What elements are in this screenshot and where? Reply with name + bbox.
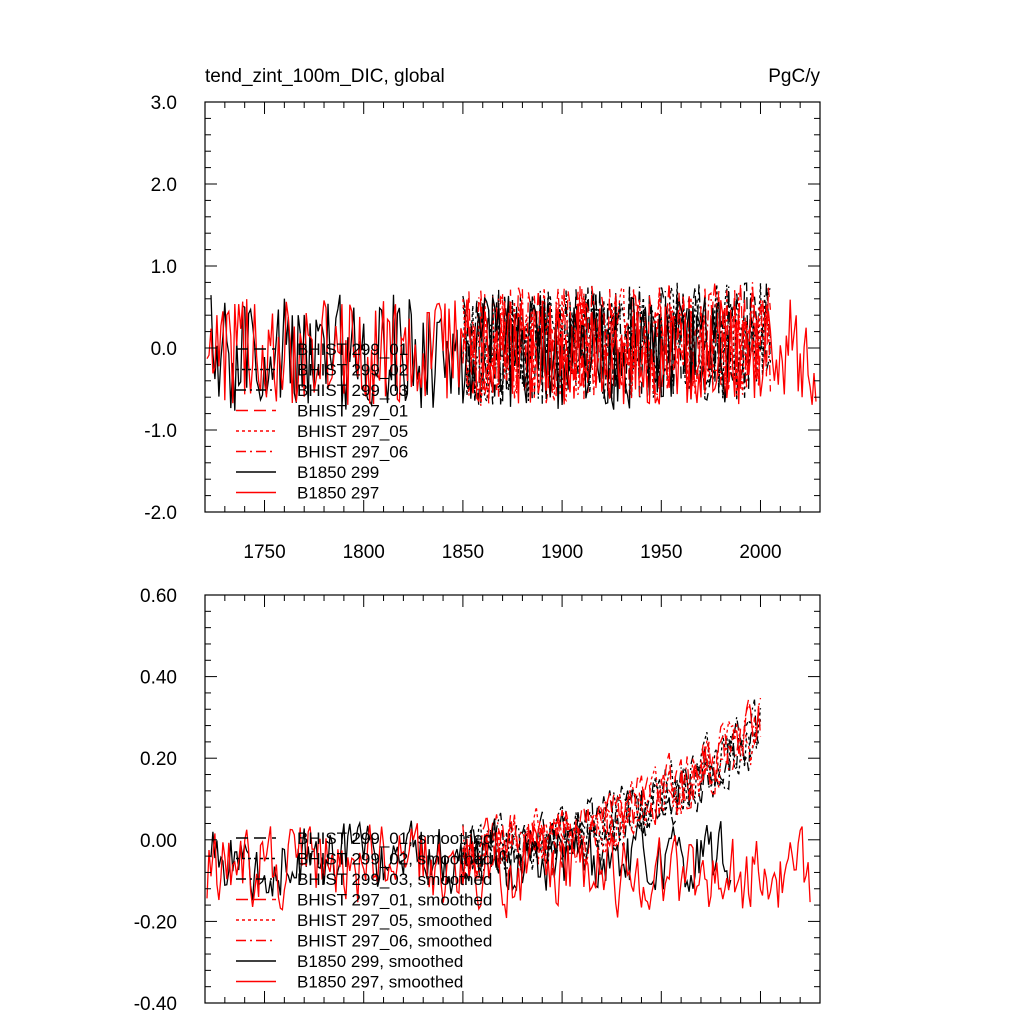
y-tick-label: -0.40 — [134, 994, 177, 1015]
series-group — [206, 697, 811, 919]
units-label: PgC/y — [768, 66, 820, 87]
y-tick-label: 0.00 — [140, 831, 177, 852]
plot-frame — [204, 594, 821, 1004]
legend-label: BHIST 297_05 — [297, 422, 408, 441]
y-tick-label: 0.40 — [140, 668, 177, 689]
y-tick-label: -1.0 — [144, 421, 177, 442]
legend-label: BHIST 297_06, smoothed — [297, 932, 492, 951]
plot-frame — [204, 101, 821, 513]
legend-label: BHIST 297_05, smoothed — [297, 911, 492, 930]
legend-label: BHIST 297_01, smoothed — [297, 891, 492, 910]
legend-label: B1850 297 — [297, 484, 379, 503]
legend-label: BHIST 299_01, smoothed — [297, 829, 492, 848]
x-tick-label: 1750 — [243, 542, 285, 563]
series-line — [462, 728, 762, 884]
legend-label: B1850 297, smoothed — [297, 973, 463, 992]
legend-label: BHIST 297_06 — [297, 443, 408, 462]
y-tick-label: 1.0 — [151, 257, 177, 278]
legend-label: BHIST 299_03, smoothed — [297, 870, 492, 889]
legend-label: B1850 299 — [297, 463, 379, 482]
panel-bottom: -0.40 -0.20 0.00 0.20 0.40 0.60 BHIST 299_01, … — [134, 586, 821, 1015]
plot-title: tend_zint_100m_DIC, global — [205, 66, 445, 87]
series-line — [206, 822, 811, 919]
x-tick-label: 1950 — [640, 542, 682, 563]
legend-label: BHIST 299_02, smoothed — [297, 850, 492, 869]
series-line — [462, 708, 762, 871]
legend-label: BHIST 299_01 — [297, 340, 408, 359]
x-tick-label: 1800 — [343, 542, 385, 563]
y-tick-label: -2.0 — [144, 503, 177, 524]
y-tick-label: 0.20 — [140, 749, 177, 770]
series-line — [210, 294, 732, 411]
x-tick-label: 1850 — [442, 542, 484, 563]
legend-label: BHIST 299_02 — [297, 361, 408, 380]
legend-label: BHIST 299_03 — [297, 381, 408, 400]
series-line — [462, 697, 762, 875]
x-tick-label: 1900 — [541, 542, 583, 563]
legend: BHIST 299_01, smoothed BHIST 299_02, smoo… — [236, 829, 492, 992]
x-tick-label: 2000 — [739, 542, 781, 563]
series-line — [206, 299, 817, 405]
series-line — [462, 283, 772, 405]
series-group — [206, 281, 817, 411]
panel-top: tend_zint_100m_DIC, global PgC/y -2.0 -1.… — [144, 66, 821, 563]
y-tick-label: -0.20 — [134, 912, 177, 933]
legend-label: BHIST 297_01 — [297, 402, 408, 421]
y-tick-label: 3.0 — [151, 93, 177, 114]
y-tick-label: 0.0 — [151, 339, 177, 360]
y-tick-label: 0.60 — [140, 586, 177, 607]
legend-label: B1850 299, smoothed — [297, 952, 463, 971]
y-tick-label: 2.0 — [151, 175, 177, 196]
